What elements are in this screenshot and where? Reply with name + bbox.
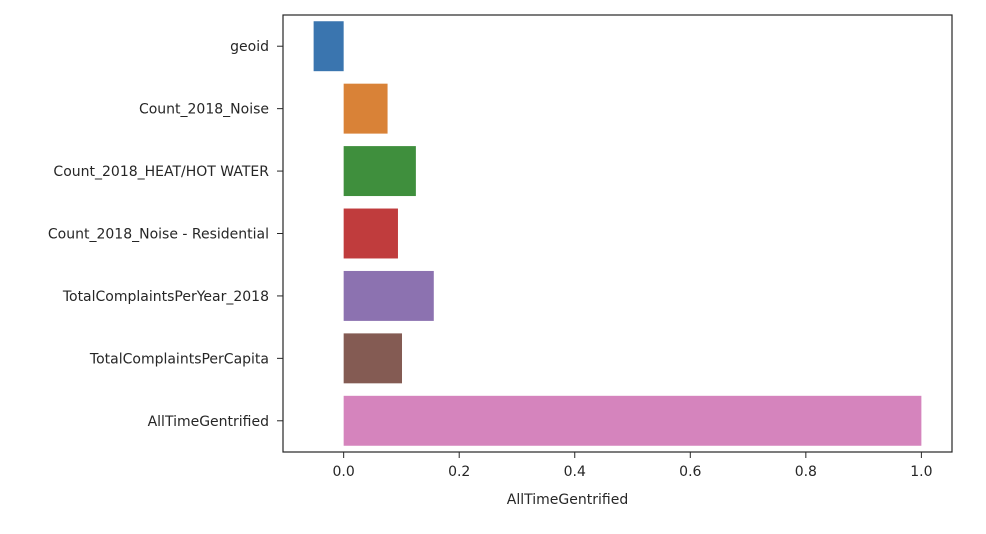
y-tick-label-totalcomplaintsperyear-2018: TotalComplaintsPerYear_2018 bbox=[62, 289, 269, 305]
bars-group bbox=[313, 21, 922, 446]
x-ticks: 0.0 0.2 0.4 0.6 0.8 1.0 bbox=[333, 452, 933, 480]
bar-totalcomplaintsperyear-2018 bbox=[343, 270, 434, 321]
x-axis-label: AllTimeGentrified bbox=[507, 492, 628, 508]
bar-alltimegentrified bbox=[343, 395, 922, 446]
y-tick-label-count-2018-noise: Count_2018_Noise bbox=[139, 102, 269, 118]
x-tick-label: 1.0 bbox=[910, 464, 932, 480]
plot-frame bbox=[282, 14, 953, 453]
bar-totalcomplaintspercapita bbox=[343, 333, 403, 384]
y-tick-labels: geoid Count_2018_Noise Count_2018_HEAT/HOT… bbox=[48, 39, 283, 430]
x-tick-label: 0.8 bbox=[795, 464, 817, 480]
bar-geoid bbox=[313, 21, 344, 72]
bar-count-2018-heat-hot-water bbox=[343, 146, 416, 197]
y-tick-label-geoid: geoid bbox=[230, 39, 269, 55]
y-tick-label-count-2018-noise-residential: Count_2018_Noise - Residential bbox=[48, 227, 269, 243]
x-tick-label: 0.4 bbox=[564, 464, 586, 480]
y-tick-label-totalcomplaintspercapita: TotalComplaintsPerCapita bbox=[89, 351, 269, 367]
bar-count-2018-noise-residential bbox=[343, 208, 398, 259]
bar-count-2018-noise bbox=[343, 83, 388, 134]
y-tick-label-alltimegentrified: AllTimeGentrified bbox=[148, 414, 269, 430]
y-tick-label-count-2018-heat-hot-water: Count_2018_HEAT/HOT WATER bbox=[53, 164, 269, 180]
x-tick-label: 0.0 bbox=[333, 464, 355, 480]
x-tick-label: 0.2 bbox=[448, 464, 470, 480]
x-tick-label: 0.6 bbox=[679, 464, 701, 480]
